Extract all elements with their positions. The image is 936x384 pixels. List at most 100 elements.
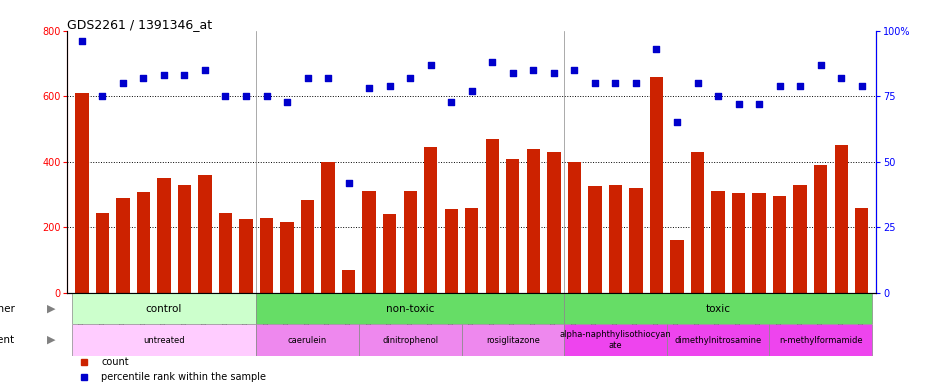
Bar <box>608 185 622 293</box>
Point <box>74 38 89 44</box>
Point <box>649 46 664 52</box>
Bar <box>444 209 458 293</box>
Point <box>812 62 827 68</box>
Point <box>197 67 212 73</box>
Text: alpha-naphthylisothiocyan
ate: alpha-naphthylisothiocyan ate <box>559 330 670 350</box>
Bar <box>813 165 826 293</box>
Bar <box>666 324 768 356</box>
Bar <box>239 219 253 293</box>
Text: percentile rank within the sample: percentile rank within the sample <box>101 372 266 382</box>
Bar <box>669 240 683 293</box>
Text: non-toxic: non-toxic <box>386 304 434 314</box>
Text: other: other <box>0 304 15 314</box>
Bar <box>362 191 375 293</box>
Bar <box>256 324 358 356</box>
Bar <box>772 196 785 293</box>
Bar <box>157 178 170 293</box>
Point <box>525 67 540 73</box>
Bar <box>403 191 417 293</box>
Bar <box>280 222 293 293</box>
Point <box>300 75 314 81</box>
Bar <box>178 185 191 293</box>
Point <box>771 83 786 89</box>
Point <box>115 80 130 86</box>
Text: dimethylnitrosamine: dimethylnitrosamine <box>674 336 761 344</box>
Text: rosiglitazone: rosiglitazone <box>486 336 539 344</box>
Bar <box>464 208 478 293</box>
Bar <box>383 214 396 293</box>
Bar <box>526 149 539 293</box>
Point <box>258 93 273 99</box>
Bar <box>505 159 519 293</box>
Point <box>669 119 684 126</box>
Text: caerulein: caerulein <box>287 336 327 344</box>
Point <box>382 83 397 89</box>
Point <box>546 70 561 76</box>
Bar <box>563 293 871 324</box>
Bar <box>137 192 150 293</box>
Point <box>833 75 848 81</box>
Text: ▶: ▶ <box>47 335 55 345</box>
Point <box>751 101 766 107</box>
Point <box>505 70 519 76</box>
Bar <box>198 175 212 293</box>
Point <box>218 93 233 99</box>
Bar <box>855 208 868 293</box>
Point <box>402 75 417 81</box>
Bar <box>259 218 273 293</box>
Point <box>792 83 807 89</box>
Text: toxic: toxic <box>705 304 730 314</box>
Point <box>279 98 294 104</box>
Point <box>177 72 192 78</box>
Bar <box>461 324 563 356</box>
Point <box>156 72 171 78</box>
Point <box>709 93 724 99</box>
Point <box>361 85 376 91</box>
Point <box>607 80 622 86</box>
Text: untreated: untreated <box>143 336 184 344</box>
Text: ▶: ▶ <box>47 304 55 314</box>
Bar <box>768 324 871 356</box>
Bar <box>95 213 109 293</box>
Bar <box>300 200 314 293</box>
Text: GDS2261 / 1391346_at: GDS2261 / 1391346_at <box>67 18 212 31</box>
Point <box>854 83 869 89</box>
Point <box>136 75 151 81</box>
Text: agent: agent <box>0 335 15 345</box>
Point <box>587 80 602 86</box>
Point <box>730 101 745 107</box>
Bar <box>629 188 642 293</box>
Bar <box>731 193 744 293</box>
Text: dinitrophenol: dinitrophenol <box>382 336 438 344</box>
Bar <box>75 93 88 293</box>
Bar <box>563 324 666 356</box>
Bar <box>219 213 232 293</box>
Bar <box>793 185 806 293</box>
Point <box>341 180 356 186</box>
Bar <box>342 270 355 293</box>
Bar <box>710 191 724 293</box>
Point <box>566 67 581 73</box>
Bar <box>71 293 256 324</box>
Bar <box>116 198 129 293</box>
Point <box>689 80 704 86</box>
Bar <box>71 324 256 356</box>
Bar <box>752 193 765 293</box>
Point <box>320 75 335 81</box>
Text: count: count <box>101 358 129 367</box>
Point <box>463 88 478 94</box>
Bar <box>321 162 334 293</box>
Bar <box>650 76 663 293</box>
Bar <box>424 147 437 293</box>
Bar <box>358 324 461 356</box>
Point <box>423 62 438 68</box>
Point <box>484 59 499 65</box>
Text: n-methylformamide: n-methylformamide <box>778 336 861 344</box>
Point <box>95 93 110 99</box>
Bar <box>690 152 704 293</box>
Bar <box>567 162 580 293</box>
Bar <box>485 139 499 293</box>
Bar <box>588 186 601 293</box>
Bar <box>547 152 560 293</box>
Point <box>444 98 459 104</box>
